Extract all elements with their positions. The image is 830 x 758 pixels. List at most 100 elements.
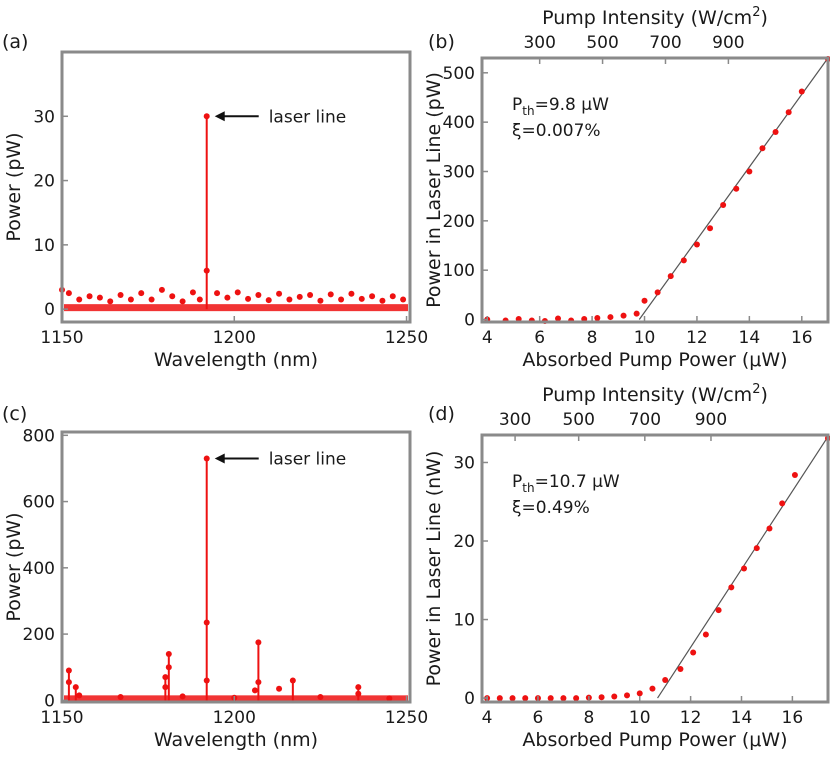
data-point — [753, 545, 760, 552]
y-tick-label: 10 — [453, 611, 475, 631]
data-point — [179, 298, 186, 305]
x-tick-label: 1150 — [40, 708, 83, 728]
data-point — [715, 607, 722, 614]
plot-frame — [480, 433, 830, 704]
data-point — [798, 88, 805, 95]
data-point — [728, 584, 735, 591]
panel-b: (b) 4 6 8 10 12 14 16 0 100 200 300 400 500 Absorbed P… — [423, 5, 830, 371]
data-point — [733, 185, 740, 192]
data-point — [255, 292, 262, 298]
y-tick-label: 100 — [443, 261, 475, 281]
y-tick-label: 0 — [44, 691, 55, 711]
x-tick-label: 10 — [629, 708, 651, 728]
panel-label: (a) — [2, 31, 28, 53]
data-point — [386, 695, 393, 702]
data-point — [779, 500, 786, 507]
top-axis-label: Pump Intensity (W/cm2) — [542, 5, 768, 29]
data-point — [165, 650, 172, 657]
data-point — [636, 690, 643, 697]
x-tick-label: 1150 — [40, 328, 83, 348]
x-tick-label: 16 — [791, 328, 813, 348]
data-point — [117, 694, 124, 701]
top-tick-label: 700 — [649, 33, 681, 53]
x-tick-label: 8 — [583, 708, 594, 728]
panel-a: (a) 1150 1200 1250 0 10 20 30 Wavelength (nm) Pow… — [2, 31, 428, 371]
data-point — [251, 687, 258, 694]
data-point — [165, 664, 172, 671]
data-point — [117, 292, 124, 298]
data-point — [127, 296, 134, 303]
data-point — [65, 667, 72, 674]
data-point — [162, 674, 169, 681]
data-point — [72, 684, 79, 691]
y-axis-label: Power (pW) — [3, 512, 25, 621]
data-point — [203, 267, 210, 274]
data-point — [86, 293, 93, 300]
x-tick-label: 1250 — [385, 708, 428, 728]
data-point — [677, 666, 684, 673]
x-axis-label: Absorbed Pump Power (μW) — [522, 729, 787, 751]
arrow-head-icon — [214, 453, 225, 464]
panel-label: (c) — [2, 403, 27, 425]
data-point — [162, 684, 169, 691]
data-point — [76, 296, 83, 303]
y-axis-label: Power (pW) — [3, 132, 25, 241]
plot-frame — [60, 50, 412, 324]
data-point — [741, 565, 748, 572]
data-point — [96, 294, 103, 301]
top-axis-label: Pump Intensity (W/cm2) — [542, 382, 768, 406]
x-tick-label: 14 — [739, 328, 761, 348]
y-tick-label: 30 — [453, 453, 475, 473]
y-tick-label: 300 — [443, 162, 475, 182]
top-tick-label: 700 — [629, 410, 661, 430]
y-tick-label: 30 — [33, 107, 55, 127]
data-point — [276, 290, 283, 297]
data-point — [65, 290, 72, 297]
x-axis-label: Absorbed Pump Power (μW) — [522, 349, 787, 371]
data-point — [348, 290, 355, 297]
y-axis-label: Power in Laser Line (pW) — [423, 72, 445, 308]
data-point — [611, 693, 618, 700]
x-tick-label: 14 — [731, 708, 753, 728]
data-point — [690, 649, 697, 656]
data-point — [594, 315, 601, 322]
y-tick-label: 200 — [443, 212, 475, 232]
x-tick-label: 16 — [782, 708, 804, 728]
data-point — [766, 525, 773, 532]
data-point — [379, 297, 386, 304]
data-point — [522, 695, 529, 702]
data-point — [496, 695, 503, 702]
data-point — [759, 145, 766, 152]
y-tick-label: 20 — [453, 532, 475, 552]
data-point — [189, 289, 196, 296]
x-tick-label: 1200 — [213, 328, 256, 348]
y-tick-label: 10 — [33, 236, 55, 256]
data-point — [203, 619, 210, 626]
arrow-head-icon — [214, 111, 225, 122]
data-point — [667, 273, 674, 280]
data-point — [234, 289, 241, 296]
data-point — [620, 312, 627, 319]
data-point — [196, 296, 203, 303]
data-point — [649, 685, 656, 692]
y-tick-label: 400 — [443, 113, 475, 133]
x-tick-label: 1250 — [385, 328, 428, 348]
y-tick-label: 0 — [464, 689, 475, 709]
x-tick-label: 4 — [482, 708, 493, 728]
panel-d: (d) 4 6 8 10 12 14 16 0 10 20 30 Absorbed Pump Power… — [423, 382, 830, 751]
data-point — [286, 296, 293, 303]
data-point — [289, 677, 296, 684]
data-point — [327, 291, 334, 298]
x-tick-label: 6 — [533, 708, 544, 728]
data-point — [307, 292, 314, 298]
laser-line-label: laser line — [269, 107, 347, 127]
top-tick-label: 500 — [562, 410, 594, 430]
top-tick-label: 300 — [499, 410, 531, 430]
data-point — [203, 455, 210, 462]
top-tick-label: 900 — [712, 33, 744, 53]
data-point — [65, 679, 72, 686]
efficiency-annotation: ξ=0.007% — [512, 121, 601, 141]
data-point — [338, 296, 345, 303]
data-point — [702, 631, 709, 638]
data-point — [76, 692, 83, 699]
